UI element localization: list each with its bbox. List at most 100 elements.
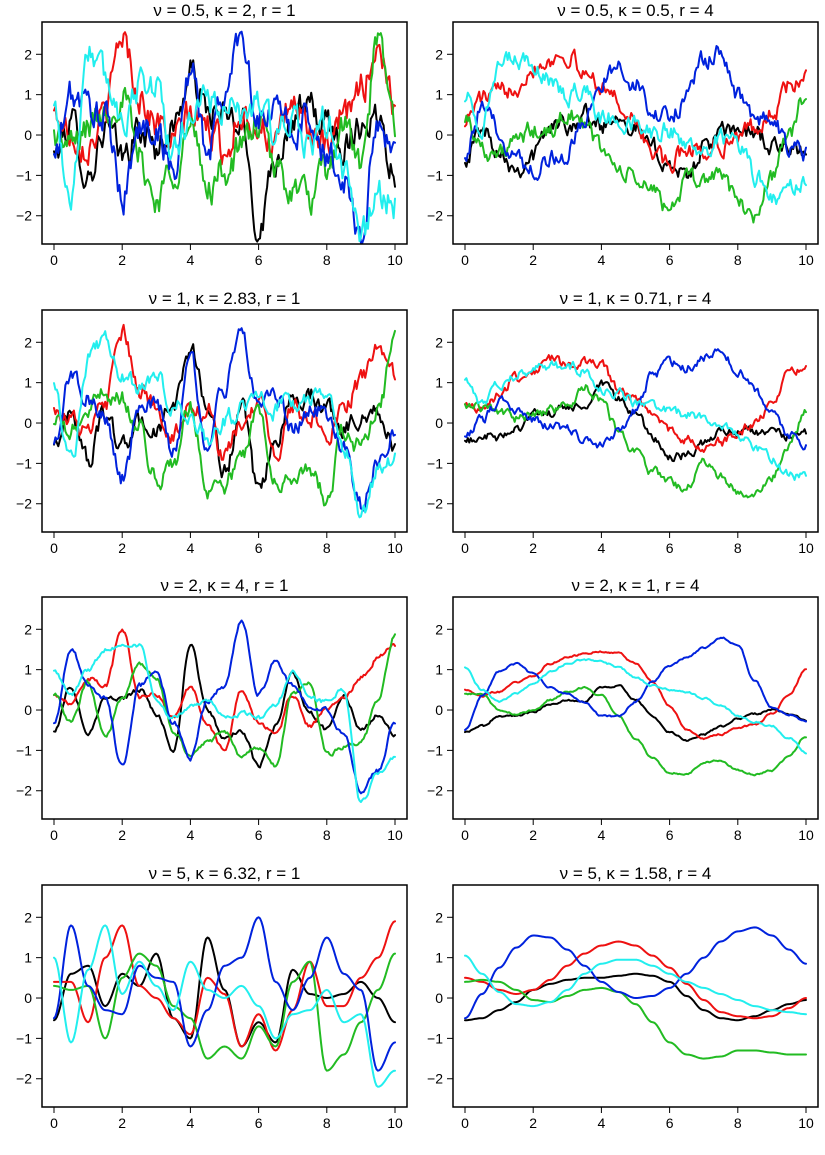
panel-1: ν = 0.5, κ = 2, r = 1 0 2 4 6 8 10 −2 −1 0 1 2	[16, 1, 408, 268]
plot-frame	[41, 21, 408, 245]
x-tick-label: 2	[529, 540, 537, 556]
x-axis: 0 2 4 6 8 10	[50, 819, 403, 843]
y-tick-label: 2	[24, 621, 32, 637]
series-line-3	[464, 685, 807, 777]
series-line-5	[464, 954, 807, 1016]
x-tick-label: 4	[187, 540, 195, 556]
x-tick-label: 10	[387, 1115, 403, 1131]
y-tick-label: −1	[16, 742, 32, 758]
x-tick-label: 8	[323, 540, 331, 556]
series-line-2	[53, 31, 396, 166]
x-tick-label: 4	[598, 252, 606, 268]
y-tick-label: −1	[427, 1030, 443, 1046]
x-axis: 0 2 4 6 8 10	[461, 1107, 814, 1131]
x-tick-label: 10	[798, 827, 814, 843]
y-tick-label: −1	[16, 167, 32, 183]
x-tick-label: 10	[798, 540, 814, 556]
x-tick-label: 0	[50, 1115, 58, 1131]
panel-title: ν = 2, κ = 4, r = 1	[160, 576, 288, 595]
y-tick-label: 1	[435, 662, 443, 678]
x-tick-label: 0	[461, 252, 469, 268]
series-group	[464, 348, 807, 499]
y-tick-label: −2	[16, 783, 32, 799]
y-tick-label: 2	[435, 621, 443, 637]
x-tick-label: 4	[598, 540, 606, 556]
panel-title: ν = 5, κ = 6.32, r = 1	[149, 864, 301, 883]
x-tick-label: 10	[387, 540, 403, 556]
series-line-3	[53, 633, 396, 768]
plot-frame	[452, 21, 819, 245]
series-group	[53, 323, 396, 519]
panel-title: ν = 2, κ = 1, r = 4	[571, 576, 699, 595]
series-line-3	[53, 952, 396, 1072]
series-line-3	[464, 978, 807, 1060]
x-tick-label: 8	[323, 1115, 331, 1131]
x-tick-label: 8	[734, 1115, 742, 1131]
panel-title: ν = 5, κ = 1.58, r = 4	[560, 864, 712, 883]
series-group	[53, 30, 396, 244]
series-group	[53, 619, 396, 803]
y-tick-label: 1	[24, 375, 32, 391]
x-tick-label: 10	[387, 827, 403, 843]
x-tick-label: 6	[666, 252, 674, 268]
y-tick-label: 0	[24, 127, 32, 143]
y-axis: −2 −1 0 1 2	[16, 621, 42, 799]
x-tick-label: 6	[255, 1115, 263, 1131]
plot-frame	[41, 884, 408, 1108]
y-tick-label: 1	[24, 87, 32, 103]
series-line-4	[464, 926, 807, 1020]
series-line-5	[53, 924, 396, 1088]
x-tick-label: 10	[798, 252, 814, 268]
x-tick-label: 6	[255, 827, 263, 843]
y-tick-label: 2	[435, 334, 443, 350]
series-line-4	[53, 916, 396, 1072]
series-line-5	[464, 658, 807, 755]
y-tick-label: −2	[427, 496, 443, 512]
x-tick-label: 2	[118, 540, 126, 556]
series-group	[464, 636, 807, 777]
panel-7: ν = 5, κ = 6.32, r = 1 0 2 4 6 8 10 −2 −1 0 1 2	[16, 864, 408, 1131]
series-line-1	[53, 643, 396, 769]
series-line-2	[464, 48, 807, 174]
y-axis: −2 −1 0 1 2	[16, 46, 42, 224]
series-line-1	[53, 59, 396, 243]
y-axis: −2 −1 0 1 2	[427, 46, 453, 224]
x-tick-label: 4	[187, 1115, 195, 1131]
series-line-4	[464, 636, 807, 731]
x-tick-label: 8	[734, 252, 742, 268]
x-tick-label: 0	[50, 252, 58, 268]
series-line-5	[53, 45, 396, 243]
panel-5: ν = 2, κ = 4, r = 1 0 2 4 6 8 10 −2 −1 0 1 2	[16, 576, 408, 843]
x-tick-label: 4	[187, 252, 195, 268]
x-tick-label: 2	[118, 252, 126, 268]
y-tick-label: −1	[427, 455, 443, 471]
x-tick-label: 2	[529, 827, 537, 843]
x-tick-label: 6	[666, 827, 674, 843]
series-line-5	[53, 330, 396, 519]
y-tick-label: 2	[24, 909, 32, 925]
x-tick-label: 2	[529, 1115, 537, 1131]
series-line-4	[53, 327, 396, 512]
x-tick-label: 8	[734, 827, 742, 843]
x-tick-label: 0	[461, 827, 469, 843]
y-tick-label: 2	[435, 46, 443, 62]
series-group	[464, 926, 807, 1060]
y-tick-label: −2	[16, 208, 32, 224]
x-axis: 0 2 4 6 8 10	[50, 1107, 403, 1131]
panel-title: ν = 1, κ = 2.83, r = 1	[149, 289, 301, 308]
panel-3: ν = 1, κ = 2.83, r = 1 0 2 4 6 8 10 −2 −1 0 1 2	[16, 289, 408, 556]
y-tick-label: 0	[435, 702, 443, 718]
panel-title: ν = 0.5, κ = 2, r = 1	[153, 1, 295, 20]
y-axis: −2 −1 0 1 2	[427, 621, 453, 799]
y-axis: −2 −1 0 1 2	[427, 334, 453, 512]
series-line-1	[53, 343, 396, 489]
series-line-2	[53, 628, 396, 752]
series-line-3	[464, 97, 807, 224]
x-tick-label: 2	[118, 1115, 126, 1131]
y-tick-label: 1	[24, 950, 32, 966]
x-tick-label: 0	[50, 540, 58, 556]
x-tick-label: 4	[187, 827, 195, 843]
panel-6: ν = 2, κ = 1, r = 4 0 2 4 6 8 10 −2 −1 0 1 2	[427, 576, 819, 843]
x-tick-label: 0	[461, 1115, 469, 1131]
